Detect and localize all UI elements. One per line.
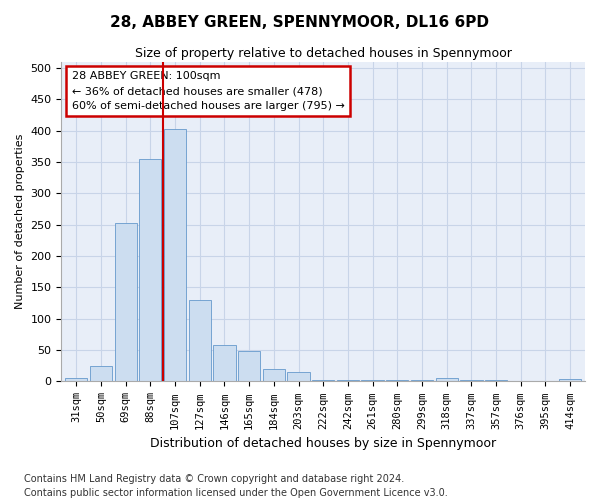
Bar <box>312 380 334 382</box>
Bar <box>238 352 260 382</box>
Y-axis label: Number of detached properties: Number of detached properties <box>15 134 25 309</box>
Bar <box>386 380 409 382</box>
Bar <box>213 345 236 382</box>
Bar <box>90 366 112 382</box>
Title: Size of property relative to detached houses in Spennymoor: Size of property relative to detached ho… <box>135 48 512 60</box>
Text: 28 ABBEY GREEN: 100sqm
← 36% of detached houses are smaller (478)
60% of semi-de: 28 ABBEY GREEN: 100sqm ← 36% of detached… <box>72 72 345 111</box>
Bar <box>337 380 359 382</box>
Bar <box>361 380 384 382</box>
Text: Contains HM Land Registry data © Crown copyright and database right 2024.
Contai: Contains HM Land Registry data © Crown c… <box>24 474 448 498</box>
Text: 28, ABBEY GREEN, SPENNYMOOR, DL16 6PD: 28, ABBEY GREEN, SPENNYMOOR, DL16 6PD <box>110 15 490 30</box>
Bar <box>559 379 581 382</box>
Bar <box>460 380 482 382</box>
X-axis label: Distribution of detached houses by size in Spennymoor: Distribution of detached houses by size … <box>150 437 496 450</box>
Bar <box>139 159 161 382</box>
Bar <box>411 380 433 382</box>
Bar <box>65 378 88 382</box>
Bar <box>164 129 186 382</box>
Bar <box>188 300 211 382</box>
Bar <box>287 372 310 382</box>
Bar <box>263 369 285 382</box>
Bar <box>436 378 458 382</box>
Bar <box>115 224 137 382</box>
Bar <box>485 380 507 382</box>
